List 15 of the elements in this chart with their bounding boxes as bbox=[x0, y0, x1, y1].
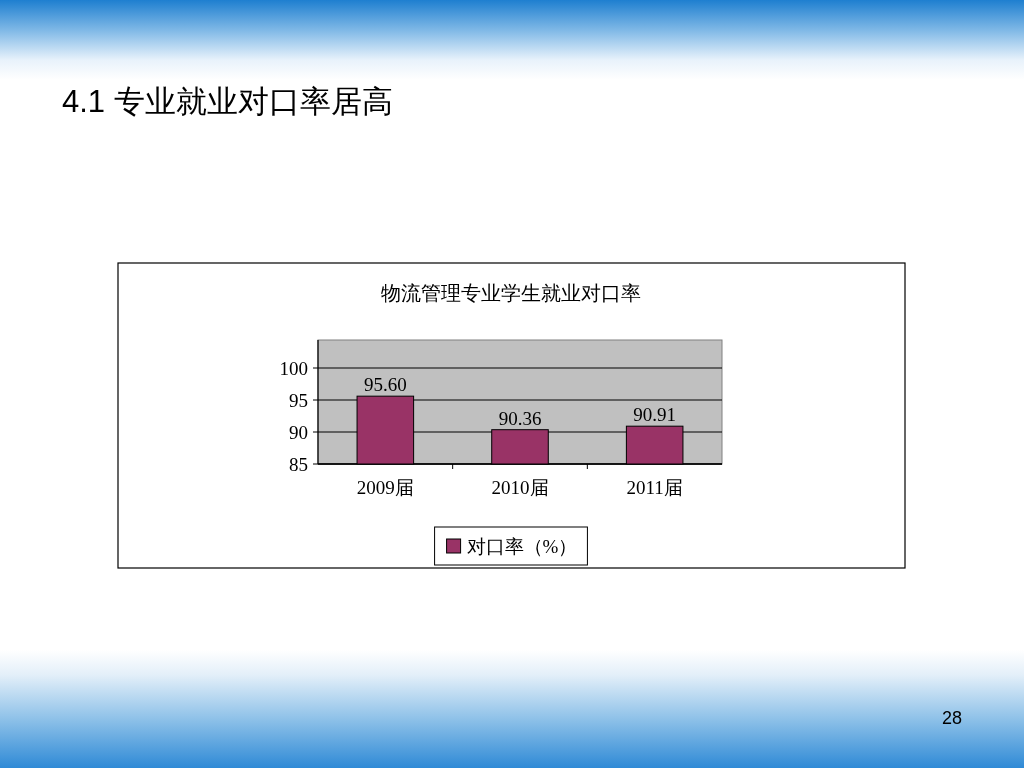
title: 4.1 专业就业对口率居高 bbox=[62, 84, 393, 119]
x-tick-label: 2011届 bbox=[626, 477, 683, 498]
y-tick-label: 95 bbox=[289, 389, 308, 411]
legend-label: 对口率（%） bbox=[466, 535, 578, 557]
x-tick-label: 2009届 bbox=[356, 477, 414, 498]
y-tick-label: 85 bbox=[289, 453, 308, 475]
y-tick-label: 100 bbox=[279, 357, 308, 379]
data-label: 90.36 bbox=[498, 407, 542, 429]
x-tick-label: 2010届 bbox=[491, 477, 549, 498]
legend: 对口率（%） bbox=[434, 526, 588, 566]
data-label: 95.60 bbox=[363, 374, 407, 396]
annotation: 28 bbox=[941, 708, 962, 728]
y-tick-label: 90 bbox=[289, 421, 308, 443]
data-label: 90.91 bbox=[633, 404, 677, 426]
subtitle: 物流管理专业学生就业对口率 bbox=[381, 282, 641, 304]
